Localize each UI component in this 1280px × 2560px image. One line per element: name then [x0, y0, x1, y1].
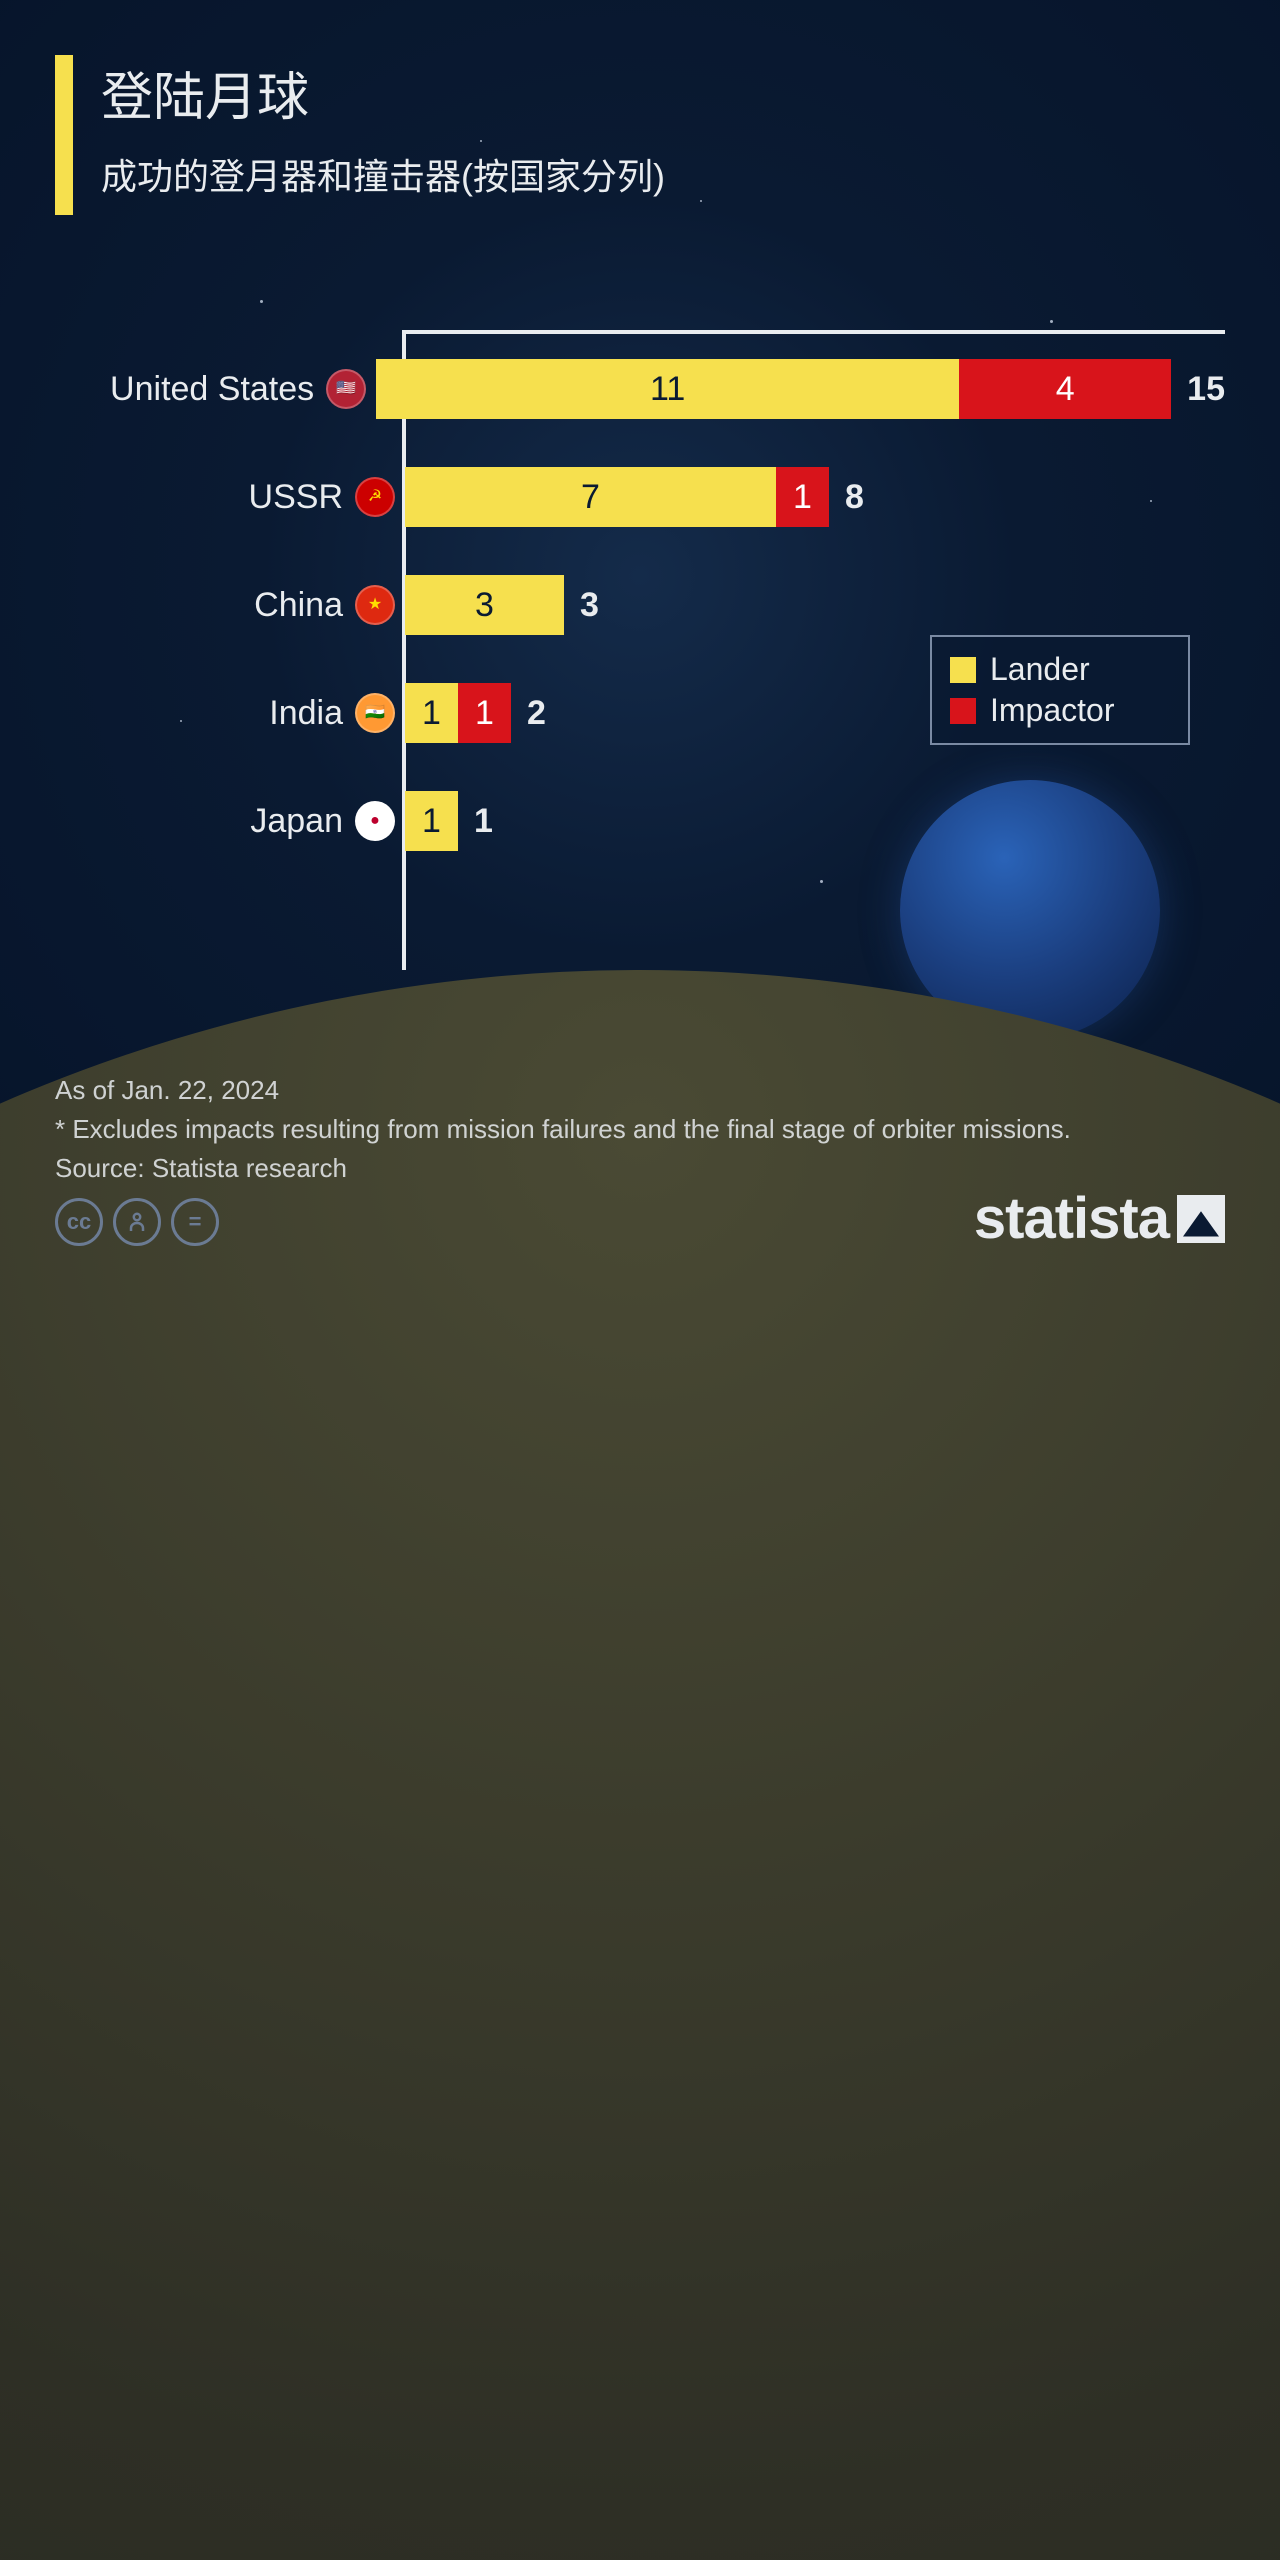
flag-icon: 🇺🇸 [326, 369, 366, 409]
row-total: 3 [580, 586, 599, 625]
bar-segment-lander: 7 [405, 467, 776, 527]
row-label: United States [55, 370, 326, 409]
row-label: Japan [55, 802, 355, 841]
flag-icon: ★ [355, 585, 395, 625]
table-row: United States🇺🇸114 15 [55, 354, 1225, 424]
header: 登陆月球 成功的登月器和撞击器(按国家分列) [55, 55, 665, 215]
brand-mark-icon [1177, 1195, 1225, 1243]
flag-icon: 🇮🇳 [355, 693, 395, 733]
row-total: 2 [527, 694, 546, 733]
cc-by-icon [113, 1198, 161, 1246]
legend-item: Lander [950, 651, 1170, 688]
bar-segment-impactor: 1 [458, 683, 511, 743]
bar-group: 1 [405, 791, 458, 851]
legend-swatch [950, 657, 976, 683]
bar-group: 71 [405, 467, 829, 527]
legend-label: Lander [990, 651, 1090, 688]
axis-x [402, 330, 1225, 334]
page-subtitle: 成功的登月器和撞击器(按国家分列) [101, 148, 665, 200]
row-label: China [55, 586, 355, 625]
bar-segment-lander: 11 [376, 359, 959, 419]
flag-icon: ☭ [355, 477, 395, 517]
brand-logo: statista [974, 1185, 1225, 1252]
bar-segment-lander: 3 [405, 575, 564, 635]
bar-group: 114 [376, 359, 1171, 419]
bar-segment-impactor: 4 [959, 359, 1171, 419]
accent-bar [55, 55, 73, 215]
legend-label: Impactor [990, 692, 1114, 729]
brand-text: statista [974, 1185, 1169, 1252]
row-total: 15 [1187, 370, 1225, 409]
bar-segment-lander: 1 [405, 791, 458, 851]
table-row: China★33 [55, 570, 1225, 640]
footer-note: * Excludes impacts resulting from missio… [55, 1114, 1225, 1145]
bar-group: 11 [405, 683, 511, 743]
row-label: India [55, 694, 355, 733]
license-badges: cc = [55, 1198, 219, 1246]
footer: As of Jan. 22, 2024 * Excludes impacts r… [55, 1075, 1225, 1192]
table-row: USSR☭718 [55, 462, 1225, 532]
legend-swatch [950, 698, 976, 724]
star [260, 300, 263, 303]
bar-group: 3 [405, 575, 564, 635]
bar-segment-lander: 1 [405, 683, 458, 743]
flag-icon: ● [355, 801, 395, 841]
bar-segment-impactor: 1 [776, 467, 829, 527]
footer-source: Source: Statista research [55, 1153, 1225, 1184]
table-row: Japan●11 [55, 786, 1225, 856]
page-title: 登陆月球 [101, 55, 665, 130]
footer-asof: As of Jan. 22, 2024 [55, 1075, 1225, 1106]
legend-item: Impactor [950, 692, 1170, 729]
row-total: 1 [474, 802, 493, 841]
cc-icon: cc [55, 1198, 103, 1246]
legend: Lander Impactor [930, 635, 1190, 745]
star [1050, 320, 1053, 323]
cc-nd-icon: = [171, 1198, 219, 1246]
row-total: 8 [845, 478, 864, 517]
row-label: USSR [55, 478, 355, 517]
star [700, 200, 702, 202]
